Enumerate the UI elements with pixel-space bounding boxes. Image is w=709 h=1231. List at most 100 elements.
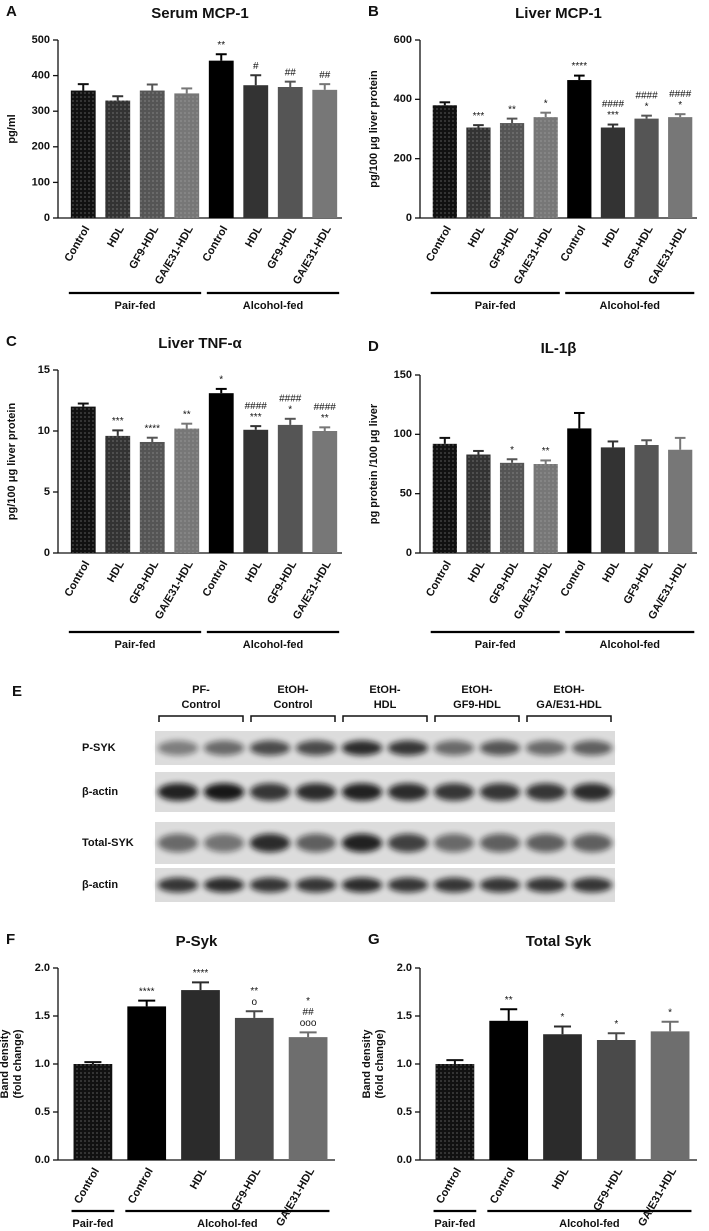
significance-mark: #### <box>669 89 692 100</box>
blot-band <box>387 740 429 756</box>
significance-mark: #### <box>279 393 302 404</box>
significance-mark: ## <box>303 1007 315 1018</box>
y-tick-label: 10 <box>38 425 50 437</box>
x-tick-label: GF9-HDL <box>265 559 299 607</box>
x-tick-label: HDL <box>243 224 265 250</box>
significance-mark: * <box>219 375 223 386</box>
blot-column-label: Control <box>181 699 220 711</box>
x-tick-label: Control <box>558 224 588 264</box>
significance-mark: *** <box>607 110 619 121</box>
bar <box>174 93 200 218</box>
blot-band <box>249 783 291 801</box>
panel-label: G <box>368 931 380 948</box>
x-tick-label: GF9-HDL <box>265 224 299 272</box>
x-tick-label: GA/E31-HDL <box>274 1166 317 1229</box>
significance-mark: ooo <box>300 1018 317 1029</box>
blot-band <box>249 833 291 853</box>
y-axis-label: pg/ml <box>6 114 18 143</box>
bar <box>596 1040 636 1160</box>
y-axis-label: Band density <box>361 1029 373 1099</box>
blot-column-label: HDL <box>374 699 397 711</box>
significance-mark: o <box>252 997 258 1008</box>
group-label: Alcohol-fed <box>600 300 661 312</box>
significance-mark: ** <box>505 995 513 1006</box>
significance-mark: ** <box>542 446 550 457</box>
blot-band <box>203 740 245 756</box>
blot-band <box>479 740 521 756</box>
x-tick-label: HDL <box>466 224 488 250</box>
group-label: Alcohol-fed <box>243 300 304 312</box>
y-tick-label: 1.0 <box>35 1058 50 1070</box>
x-tick-label: HDL <box>243 559 265 585</box>
y-tick-label: 1.5 <box>35 1010 50 1022</box>
bar <box>312 89 338 218</box>
blot-band <box>479 877 521 893</box>
significance-mark: # <box>253 61 259 72</box>
y-tick-label: 300 <box>32 105 50 117</box>
significance-mark: * <box>668 1007 672 1018</box>
group-label: Pair-fed <box>475 300 516 312</box>
blot-column-label: GF9-HDL <box>453 699 501 711</box>
blot-band <box>203 877 245 893</box>
x-tick-label: HDL <box>466 559 488 585</box>
y-tick-label: 0 <box>44 212 50 224</box>
bar <box>668 449 693 553</box>
blot-row-label: P-SYK <box>82 742 116 754</box>
y-tick-label: 2.0 <box>397 962 412 974</box>
x-tick-label: Control <box>72 1166 102 1206</box>
bracket <box>526 715 612 722</box>
blot-band <box>525 833 567 853</box>
bar <box>466 127 491 218</box>
x-tick-label: Control <box>62 224 92 264</box>
y-axis-label: pg protein /100 μg liver <box>368 403 380 524</box>
bar <box>139 441 165 553</box>
blot-column-label: EtOH- <box>553 684 585 696</box>
significance-mark: **** <box>144 423 160 434</box>
bar <box>600 447 626 553</box>
blot-band <box>525 740 567 756</box>
bar <box>288 1037 328 1160</box>
blot-band <box>249 877 291 893</box>
blot-band <box>479 783 521 801</box>
y-axis-label: pg/100 μg liver protein <box>368 70 380 188</box>
significance-mark: ** <box>183 409 191 420</box>
bar <box>466 454 491 553</box>
significance-mark: #### <box>635 90 658 101</box>
significance-mark: * <box>678 100 682 111</box>
bar <box>127 1006 167 1160</box>
panel-label: E <box>12 683 22 700</box>
blot-band <box>433 833 475 853</box>
blot-band <box>479 833 521 853</box>
y-tick-label: 500 <box>32 34 50 46</box>
x-tick-label: GF9-HDL <box>127 559 161 607</box>
chart-title: P-Syk <box>176 933 218 950</box>
x-tick-label: HDL <box>105 559 127 585</box>
y-axis-label: Band density <box>0 1029 11 1099</box>
bar <box>533 117 558 218</box>
bar <box>668 117 693 218</box>
group-label: Alcohol-fed <box>559 1218 620 1230</box>
y-tick-label: 2.0 <box>35 962 50 974</box>
y-tick-label: 400 <box>394 93 412 105</box>
x-tick-label: HDL <box>600 224 622 250</box>
x-tick-label: GF9-HDL <box>127 224 161 272</box>
blot-band <box>203 833 245 853</box>
bar <box>650 1031 690 1160</box>
y-axis-label: (fold change) <box>12 1029 24 1098</box>
x-tick-label: Control <box>126 1166 156 1206</box>
bar <box>243 85 269 218</box>
x-tick-label: HDL <box>188 1166 210 1192</box>
blot-column-label: EtOH- <box>461 684 493 696</box>
panel-label: C <box>6 333 17 350</box>
significance-mark: * <box>306 996 310 1007</box>
bar <box>234 1017 274 1160</box>
bar <box>70 90 96 218</box>
significance-mark: * <box>645 101 649 112</box>
bar <box>277 424 303 553</box>
blot-band <box>295 877 337 893</box>
significance-mark: * <box>510 445 514 456</box>
x-tick-label: Control <box>200 559 230 599</box>
bar <box>499 123 525 218</box>
significance-mark: **** <box>572 61 588 72</box>
blot-band <box>295 783 337 801</box>
